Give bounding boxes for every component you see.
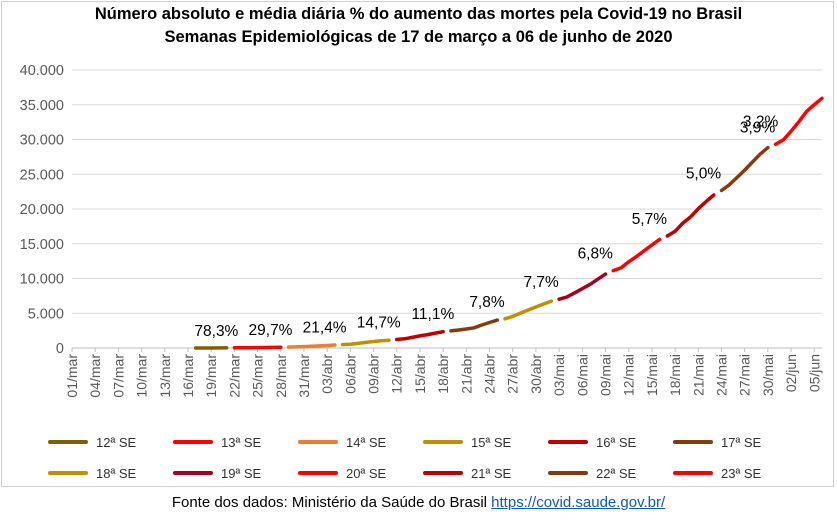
source-text: Fonte dos dados: Ministério da Saúde do … — [171, 494, 492, 511]
x-tick-label: 06/abr — [342, 354, 358, 394]
data-label: 78,3% — [194, 323, 238, 340]
data-label: 6,8% — [578, 246, 614, 263]
x-tick-label: 25/mar — [250, 354, 266, 398]
x-tick-label: 04/mar — [87, 354, 103, 398]
data-label: 3,9% — [740, 119, 776, 136]
x-tick-label: 31/mar — [296, 354, 312, 398]
x-tick-label: 15/abr — [412, 354, 428, 394]
series-line — [232, 345, 283, 350]
series-line — [611, 237, 662, 273]
x-tick-label: 18/mai — [667, 354, 683, 396]
x-tick-label: 03/abr — [319, 354, 335, 394]
chart-subtitle: Semanas Epidemiológicas de 17 de março a… — [164, 28, 673, 46]
x-tick-label: 06/mai — [574, 354, 590, 396]
x-tick-label: 13/mar — [157, 354, 173, 398]
x-tick-label: 09/abr — [366, 354, 382, 394]
x-tick-label: 19/mar — [203, 354, 219, 398]
series-line — [286, 343, 337, 349]
data-label: 21,4% — [303, 320, 347, 337]
x-tick-label: 21/mai — [690, 354, 706, 396]
data-label: 3,2% — [743, 113, 779, 130]
x-tick-label: 05/jun — [806, 354, 822, 392]
x-tick-label: 09/mai — [598, 354, 614, 396]
data-label: 7,7% — [523, 274, 559, 291]
series-line — [719, 145, 770, 193]
x-tick-label: 07/mar — [110, 354, 126, 398]
x-tick-label: 12/abr — [389, 354, 405, 394]
series-line — [665, 193, 716, 238]
x-tick-label: 02/jun — [783, 354, 799, 392]
chart-title: Número absoluto e média diária % do aume… — [94, 5, 743, 23]
y-tick-label: 40.000 — [20, 63, 64, 79]
y-tick-label: 35.000 — [20, 98, 64, 114]
x-tick-label: 28/mar — [273, 354, 289, 398]
x-tick-label: 18/abr — [435, 354, 451, 394]
x-tick-label: 30/abr — [528, 354, 544, 394]
series-line — [394, 329, 445, 342]
x-tick-label: 21/abr — [458, 354, 474, 394]
data-label: 29,7% — [249, 322, 293, 339]
x-tick-label: 16/mar — [180, 354, 196, 398]
x-tick-label: 24/mai — [713, 354, 729, 396]
series-line — [340, 338, 391, 347]
x-tick-label: 01/mar — [64, 354, 80, 398]
series-line — [449, 318, 500, 333]
x-tick-label: 12/mai — [621, 354, 637, 396]
series-line — [557, 272, 608, 301]
y-tick-label: 0 — [56, 341, 64, 357]
x-tick-label: 22/mar — [226, 354, 242, 398]
x-tick-label: 30/mai — [760, 354, 776, 396]
x-tick-label: 10/mar — [134, 354, 150, 398]
y-tick-label: 20.000 — [20, 202, 64, 218]
y-tick-label: 25.000 — [20, 167, 64, 183]
x-tick-label: 24/abr — [482, 354, 498, 394]
x-tick-label: 15/mai — [644, 354, 660, 396]
y-tick-label: 10.000 — [20, 272, 64, 288]
y-tick-label: 5.000 — [28, 306, 64, 322]
source-link[interactable]: https://covid.saude.gov.br/ — [491, 494, 666, 511]
x-tick-label: 27/mai — [737, 354, 753, 396]
series-line — [773, 96, 824, 147]
x-tick-label: 27/abr — [505, 354, 521, 394]
data-label: 5,0% — [686, 165, 722, 182]
data-label: 14,7% — [357, 315, 401, 332]
data-label: 5,7% — [632, 211, 668, 228]
data-label: 11,1% — [411, 306, 454, 323]
x-tick-label: 03/mai — [551, 354, 567, 396]
source-note: Fonte dos dados: Ministério da Saúde do … — [0, 494, 837, 511]
y-tick-label: 30.000 — [20, 133, 64, 149]
data-label: 7,8% — [469, 294, 505, 311]
y-tick-label: 15.000 — [20, 237, 64, 253]
series-line — [503, 299, 554, 321]
chart-frame — [1, 1, 834, 487]
